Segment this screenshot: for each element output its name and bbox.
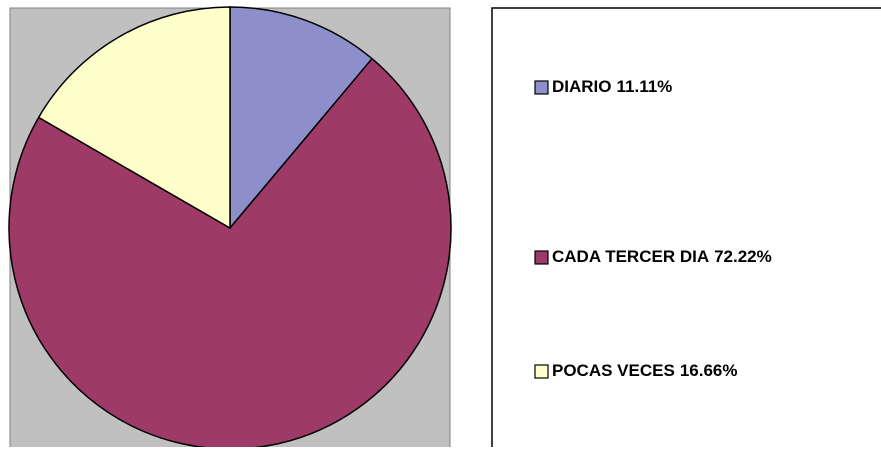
legend-swatch <box>534 250 549 265</box>
pie-slice <box>8 57 452 450</box>
legend-swatch <box>534 364 549 379</box>
legend-value: 72.22% <box>714 247 772 266</box>
legend-label: POCAS VECES 16.66% <box>552 361 737 380</box>
legend-value: 16.66% <box>680 361 738 380</box>
legend-box <box>491 7 881 452</box>
pie-slice <box>229 6 374 231</box>
legend-category: POCAS VECES <box>552 361 675 380</box>
legend-label: CADA TERCER DIA 72.22% <box>552 247 772 266</box>
legend-swatch <box>534 80 549 95</box>
legend-label: DIARIO 11.11% <box>552 77 672 96</box>
pie-slice <box>37 6 231 230</box>
legend-category: DIARIO <box>552 77 612 96</box>
legend-value: 11.11% <box>617 77 673 96</box>
legend-category: CADA TERCER DIA <box>552 247 709 266</box>
